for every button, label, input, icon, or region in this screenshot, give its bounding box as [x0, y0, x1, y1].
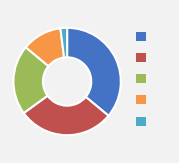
Wedge shape [13, 47, 49, 113]
Wedge shape [24, 96, 108, 135]
Wedge shape [26, 28, 64, 66]
Wedge shape [60, 28, 67, 58]
Wedge shape [67, 28, 121, 116]
